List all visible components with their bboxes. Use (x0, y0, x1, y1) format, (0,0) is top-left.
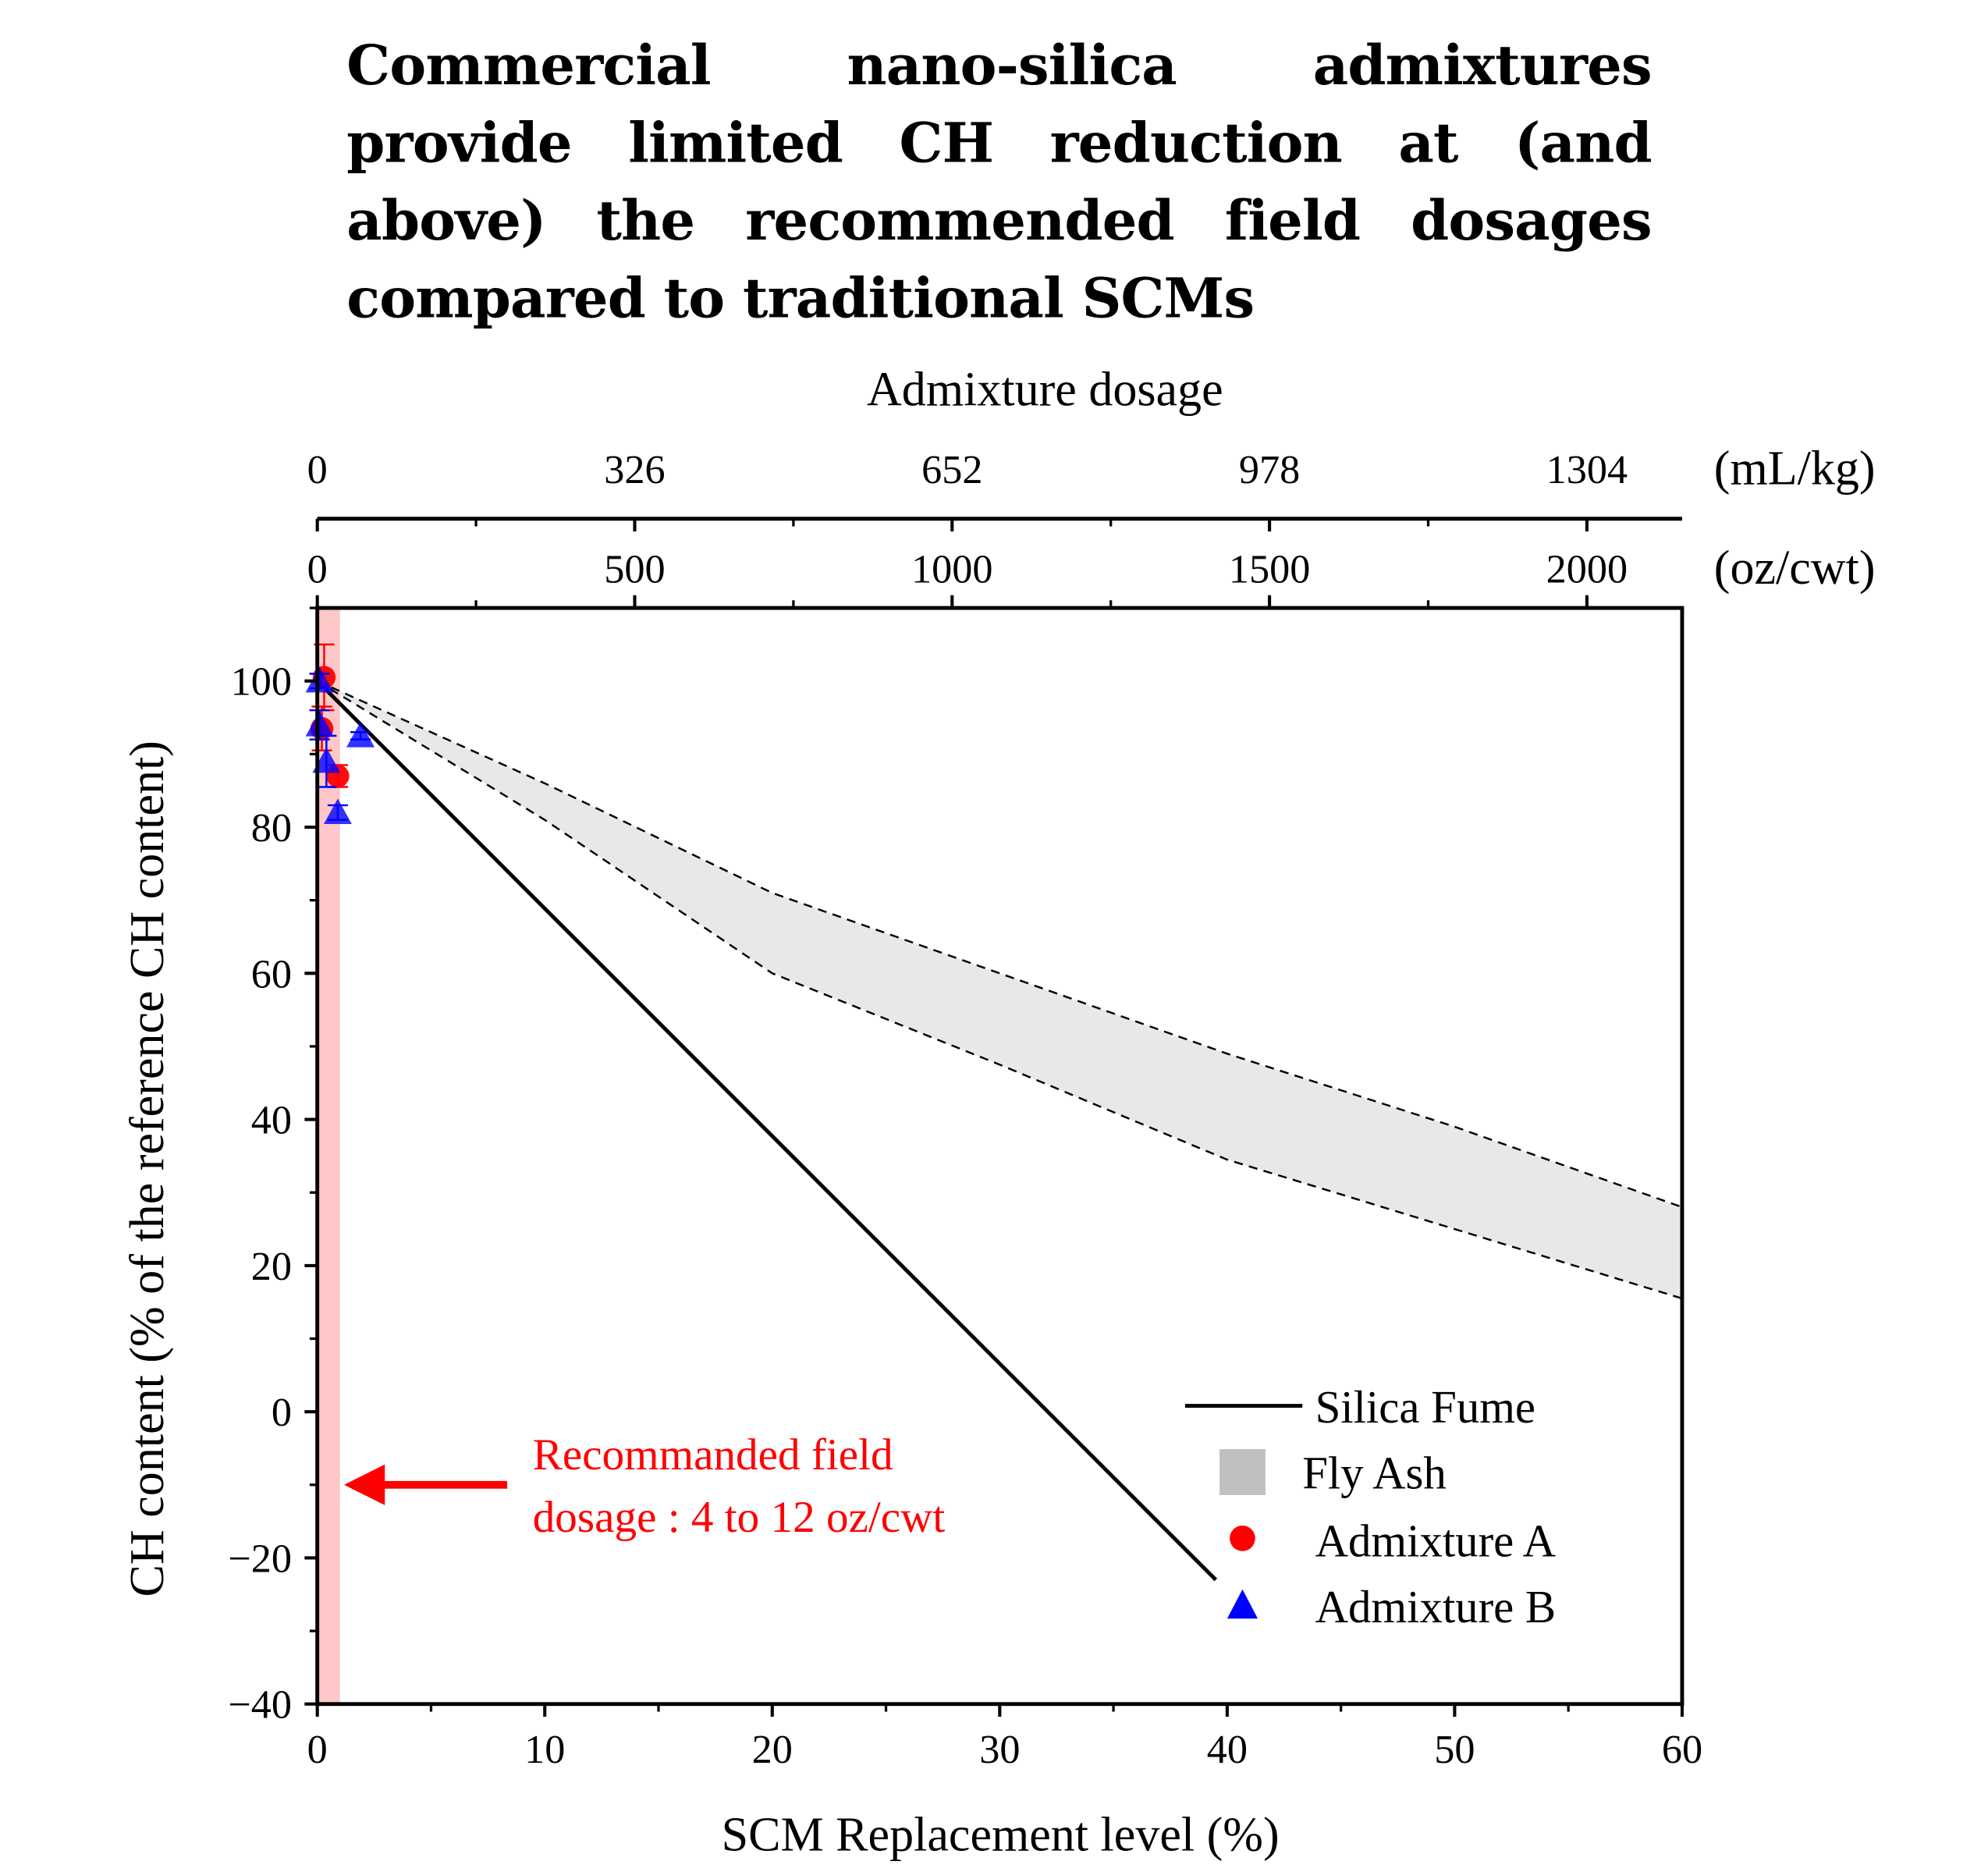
recommended-dosage-band (317, 608, 340, 1704)
top-ml-tick-label: 1304 (1546, 447, 1628, 492)
x-tick-label: 60 (1662, 1727, 1702, 1772)
data-point-admixture-b (323, 798, 352, 824)
silica-fume-line (315, 679, 1218, 1582)
x-tick-label: 10 (524, 1727, 565, 1772)
legend-label: Admixture B (1315, 1582, 1557, 1632)
fly-ash-upper-bound (317, 680, 1683, 1209)
chart-title: Commercial nano-silica admixtures provid… (346, 34, 1652, 332)
y-tick-label: 40 (251, 1098, 292, 1143)
data-point-admixture-b (305, 710, 334, 737)
top-oz-tick-label: 1000 (911, 546, 993, 591)
data-point-admixture-b (312, 747, 341, 773)
legend-admixture-b-marker (1227, 1589, 1258, 1619)
x-axis-label: SCM Replacement level (%) (722, 1809, 1280, 1862)
fly-ash-lower-bound (317, 680, 1683, 1300)
legend-label: Silica Fume (1315, 1382, 1535, 1433)
top-ml-tick-label: 652 (921, 447, 982, 492)
top-oz-tick-label: 2000 (1546, 546, 1628, 591)
data-point-admixture-b (346, 721, 375, 748)
y-tick-label: 100 (231, 659, 292, 705)
y-tick-label: 80 (251, 805, 292, 851)
x-tick-label: 50 (1434, 1727, 1475, 1772)
top-oz-tick-label: 500 (604, 546, 665, 591)
top-ml-unit: (mL/kg) (1714, 442, 1876, 496)
legend-fly-ash-swatch (1219, 1449, 1266, 1495)
annotation-text: dosage : 4 to 12 oz/cwt (533, 1493, 946, 1542)
legend-admixture-a-marker (1230, 1526, 1255, 1551)
top-axis-label: Admixture dosage (867, 363, 1223, 416)
y-tick-label: −20 (228, 1536, 292, 1581)
annotation-text: Recommanded field (533, 1430, 893, 1480)
x-tick-label: 0 (307, 1727, 328, 1772)
top-ml-tick-label: 0 (307, 447, 328, 492)
top-oz-unit: (oz/cwt) (1714, 542, 1876, 595)
data-point-admixture-b (305, 666, 334, 693)
top-oz-tick-label: 1500 (1229, 546, 1311, 591)
y-tick-label: 60 (251, 951, 292, 996)
y-tick-label: 0 (272, 1390, 292, 1435)
fly-ash-band (317, 680, 1682, 1299)
x-tick-label: 40 (1207, 1727, 1248, 1772)
legend-label: Admixture A (1315, 1515, 1557, 1566)
y-tick-label: −40 (228, 1682, 292, 1728)
x-tick-label: 20 (752, 1727, 793, 1772)
annotation-arrow-head (343, 1464, 385, 1505)
top-ml-tick-label: 326 (604, 447, 665, 492)
legend-label: Fly Ash (1302, 1448, 1447, 1499)
top-oz-tick-label: 0 (307, 546, 328, 591)
y-tick-label: 20 (251, 1244, 292, 1289)
top-ml-tick-label: 978 (1239, 447, 1300, 492)
y-axis-label: CH content (% of the reference CH conten… (121, 741, 174, 1597)
x-tick-label: 30 (979, 1727, 1020, 1772)
